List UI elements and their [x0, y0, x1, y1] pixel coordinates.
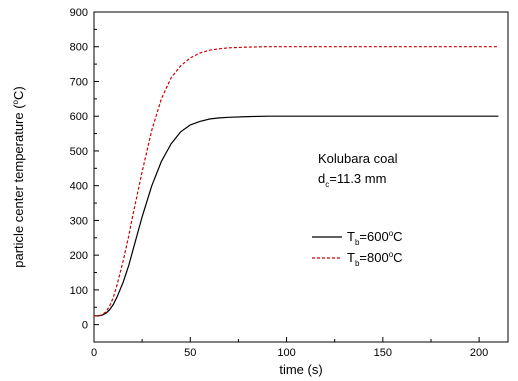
x-tick-label-150: 150 [374, 347, 392, 359]
legend-800-sub: b [355, 259, 360, 268]
series-line-0 [94, 115, 499, 317]
plot-area [93, 11, 509, 343]
y-tick-label-300: 300 [70, 215, 88, 227]
y-tick-label-800: 800 [70, 42, 88, 54]
legend-800-sup: o [389, 250, 394, 259]
legend: Tb=600oC Tb=800oC [312, 229, 403, 268]
y-tick-label-500: 500 [70, 146, 88, 158]
y-axis-title-degree: o [11, 99, 20, 104]
y-tick-label-900: 900 [70, 7, 88, 19]
legend-800-main: T [347, 250, 355, 265]
y-tick-label-100: 100 [70, 285, 88, 297]
series-lines [94, 46, 499, 317]
axis-ticks [93, 11, 480, 342]
x-tick-label-100: 100 [277, 347, 295, 359]
y-axis-title-end: C) [11, 86, 26, 100]
x-tick-label-0: 0 [91, 347, 97, 359]
x-tick-labels: 0 50 100 150 200 [91, 347, 488, 359]
legend-600-end: C [393, 229, 402, 244]
annotation-diameter: dc=11.3 mm [318, 171, 386, 189]
legend-800-end: C [393, 250, 402, 265]
legend-600-sup: o [389, 229, 394, 238]
annotation-diameter-main: d [318, 171, 325, 186]
x-axis-title: time (s) [279, 362, 322, 377]
annotation-diameter-rest: =11.3 mm [329, 171, 386, 186]
y-tick-label-400: 400 [70, 181, 88, 193]
y-axis-title: particle center temperature (oC) [11, 86, 26, 267]
legend-label-800: Tb=800oC [347, 250, 403, 268]
y-axis-title-main: particle center temperature ( [11, 104, 26, 268]
series-line-1 [94, 46, 499, 317]
legend-800-mid: =800 [359, 250, 388, 265]
y-tick-label-200: 200 [70, 250, 88, 262]
y-tick-label-700: 700 [70, 76, 88, 88]
y-tick-label-0: 0 [82, 320, 88, 332]
legend-600-mid: =600 [359, 229, 388, 244]
annotation-coal: Kolubara coal [318, 151, 398, 166]
x-tick-label-50: 50 [184, 347, 196, 359]
y-tick-labels: 0 100 200 300 400 500 600 700 800 900 [70, 7, 88, 332]
y-tick-label-600: 600 [70, 111, 88, 123]
legend-600-sub: b [355, 238, 360, 247]
legend-label-600: Tb=600oC [347, 229, 403, 247]
x-tick-label-200: 200 [470, 347, 488, 359]
legend-600-main: T [347, 229, 355, 244]
annotation-diameter-sub: c [325, 180, 329, 189]
